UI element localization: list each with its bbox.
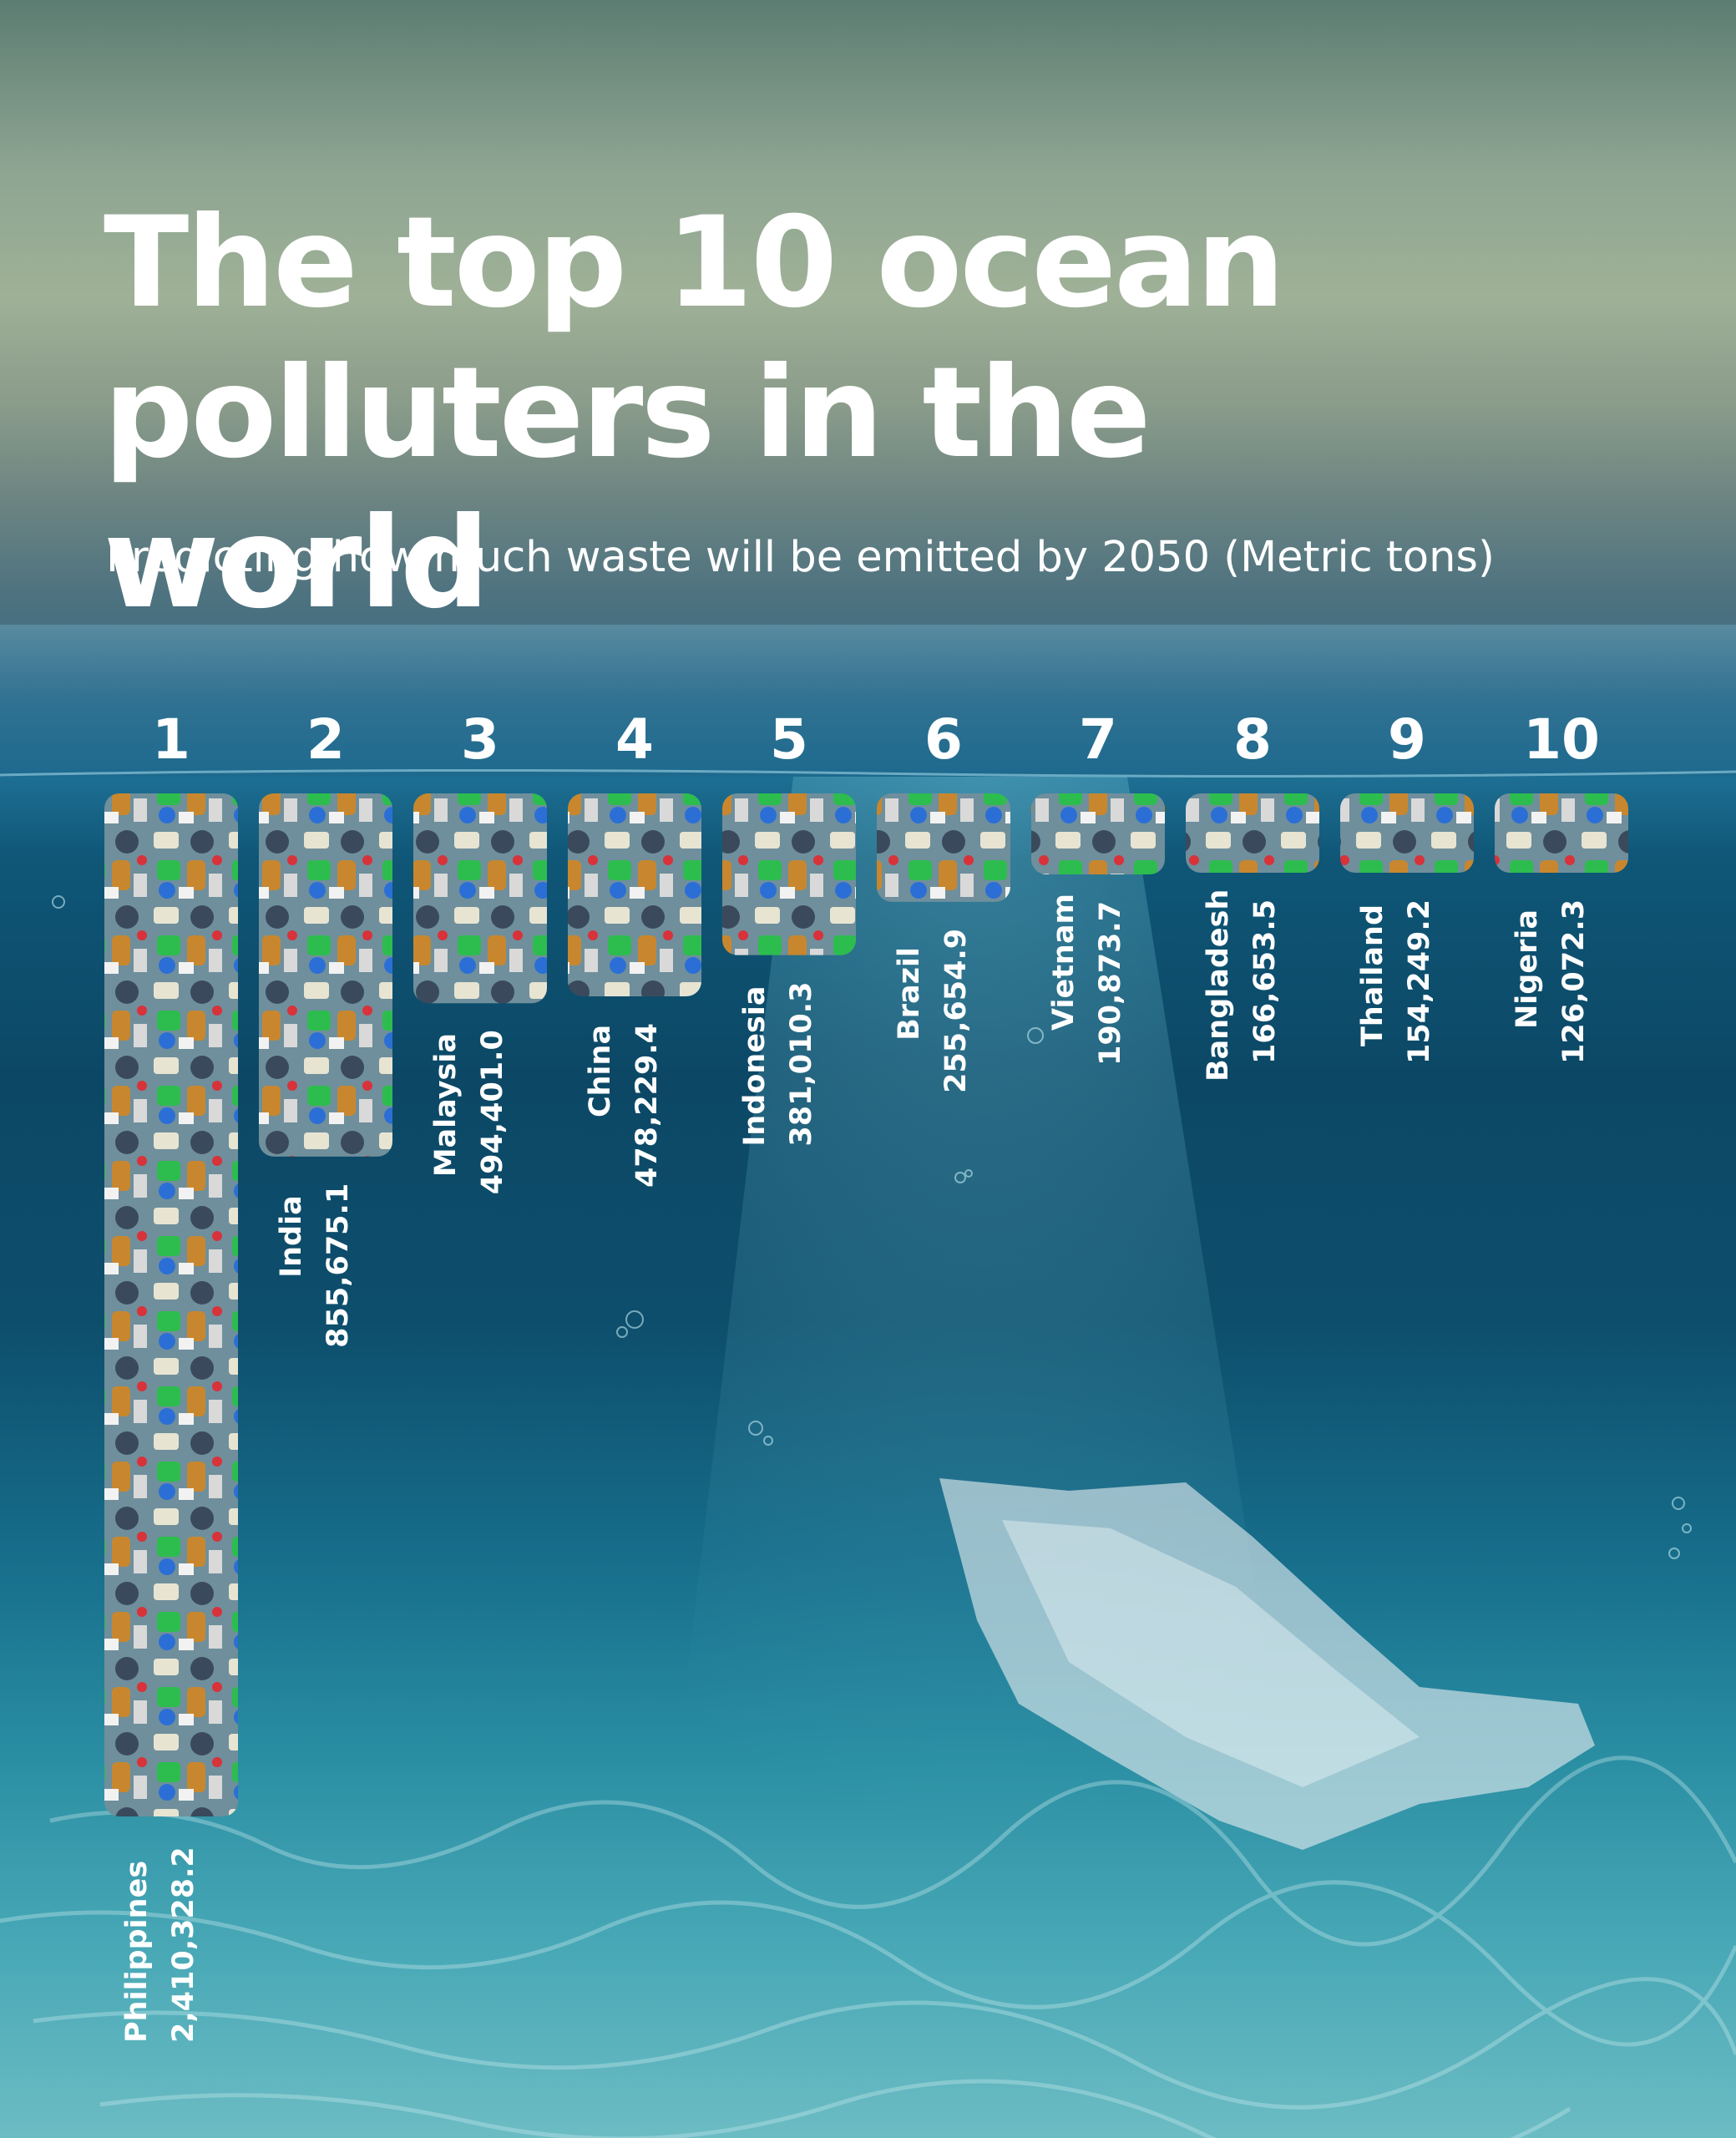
data-label-group: Indonesia 381,010.3	[738, 982, 818, 1147]
rank-label: 8	[1233, 707, 1272, 772]
surface-waterline	[0, 768, 1736, 778]
title-line-2: polluters in the world	[104, 341, 1151, 636]
data-label-group: Brazil 255,654.9	[893, 929, 973, 1093]
value-label: 166,653.5	[1248, 899, 1282, 1064]
rank-labels-group: 1 2 3 4 5 6 7 8 9 10	[152, 707, 1600, 772]
data-labels-group: Philippines 2,410,328.2 India 855,675.1 Mala…	[120, 889, 1591, 2043]
value-label: 855,675.1	[321, 1183, 355, 1348]
data-label-group: India 855,675.1	[275, 1183, 355, 1348]
page-title: The top 10 ocean polluters in the world	[104, 188, 1356, 639]
rank-label: 3	[461, 707, 499, 772]
value-label: 381,010.3	[785, 982, 818, 1147]
country-label: Bangladesh	[1202, 889, 1235, 1082]
value-label: 494,401.0	[476, 1030, 509, 1194]
title-line-1: The top 10 ocean	[104, 190, 1285, 336]
page-subtitle: Predicting how much waste will be emitte…	[106, 533, 1495, 582]
rank-label: 10	[1523, 707, 1600, 772]
bar-nigeria	[1495, 793, 1628, 873]
data-label-group: China 478,229.4	[584, 1023, 664, 1188]
rank-label: 7	[1079, 707, 1117, 772]
ocean-surface	[0, 625, 1736, 777]
country-label: India	[275, 1195, 308, 1278]
plastic-bag-illustration	[939, 1478, 1595, 1850]
bar-brazil	[877, 793, 1010, 902]
value-label: 126,072.3	[1557, 899, 1591, 1064]
rank-label: 4	[615, 707, 654, 772]
country-label: Thailand	[1356, 904, 1389, 1046]
value-label: 478,229.4	[630, 1023, 664, 1188]
bar-philippines	[104, 793, 238, 1816]
country-label: Indonesia	[738, 985, 772, 1146]
country-label: China	[584, 1025, 617, 1117]
bars-group	[104, 793, 1628, 1816]
country-label: Brazil	[893, 947, 926, 1041]
bar-thailand	[1340, 793, 1474, 873]
bar-bangladesh	[1186, 793, 1319, 873]
value-label: 190,873.7	[1094, 901, 1127, 1066]
country-label: Nigeria	[1511, 909, 1544, 1029]
rank-label: 9	[1388, 707, 1426, 772]
data-label-group: Thailand 154,249.2	[1356, 899, 1436, 1064]
data-label-group: Vietnam 190,873.7	[1047, 894, 1127, 1066]
data-label-group: Philippines 2,410,328.2	[120, 1847, 200, 2043]
rank-label: 1	[152, 707, 190, 772]
data-label-group: Nigeria 126,072.3	[1511, 899, 1591, 1064]
bar-china	[568, 793, 701, 997]
bar-india	[259, 793, 392, 1157]
country-label: Malaysia	[429, 1033, 463, 1177]
bar-malaysia	[413, 793, 547, 1004]
country-label: Vietnam	[1047, 894, 1081, 1031]
value-label: 154,249.2	[1403, 899, 1436, 1064]
country-label: Philippines	[120, 1861, 154, 2043]
rank-label: 2	[306, 707, 345, 772]
rank-label: 6	[924, 707, 963, 772]
bar-indonesia	[722, 793, 856, 955]
rank-label: 5	[770, 707, 808, 772]
sea-floor-caustics	[0, 1755, 1736, 2138]
bubbles	[52, 895, 1692, 1559]
value-label: 255,654.9	[939, 929, 973, 1093]
data-label-group: Malaysia 494,401.0	[429, 1030, 509, 1194]
bar-vietnam	[1031, 793, 1165, 875]
value-label: 2,410,328.2	[167, 1847, 200, 2043]
data-label-group: Bangladesh 166,653.5	[1202, 889, 1282, 1082]
